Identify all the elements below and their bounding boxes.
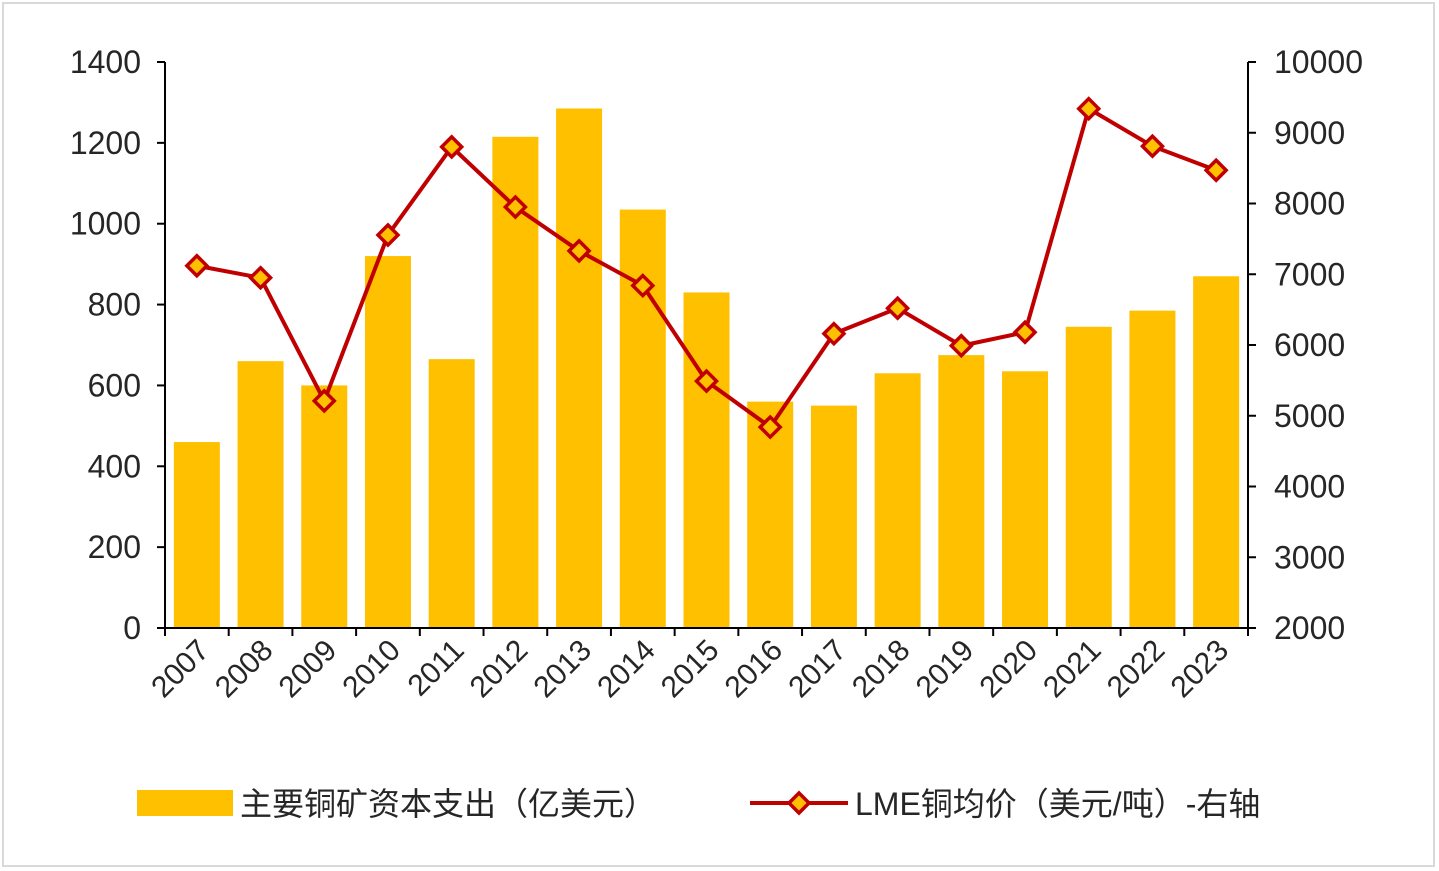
price-marker-2011 xyxy=(439,134,465,160)
x-tick-label: 2009 xyxy=(273,634,344,705)
price-marker-2016 xyxy=(757,414,783,440)
left-tick-label: 1200 xyxy=(70,125,141,161)
x-tick-label: 2011 xyxy=(402,634,471,703)
bar-2018 xyxy=(874,373,921,628)
price-marker-2012 xyxy=(502,194,528,220)
legend-bar-swatch xyxy=(137,790,233,816)
x-tick-label: 2022 xyxy=(1101,634,1172,705)
price-marker-2007 xyxy=(184,253,210,279)
right-tick-label: 3000 xyxy=(1274,539,1345,575)
price-marker-2022 xyxy=(1139,133,1165,159)
price-marker-2020 xyxy=(1012,319,1038,345)
right-tick-label: 6000 xyxy=(1274,327,1345,363)
right-tick-label: 10000 xyxy=(1274,44,1363,80)
price-marker-2014 xyxy=(630,273,656,299)
price-marker-2008 xyxy=(248,265,274,291)
legend: 主要铜矿资本支出（亿美元） LME铜均价（美元/吨）-右轴 xyxy=(137,786,1260,822)
bar-2017 xyxy=(810,405,857,628)
left-tick-label: 800 xyxy=(88,287,141,323)
bar-series xyxy=(173,108,1240,629)
x-tick-label: 2013 xyxy=(528,634,599,705)
price-marker-2018 xyxy=(885,295,911,321)
price-marker-2023 xyxy=(1203,157,1229,183)
right-tick-label: 2000 xyxy=(1274,610,1345,646)
x-tick-label: 2017 xyxy=(782,634,853,705)
x-tick-label: 2021 xyxy=(1037,634,1108,705)
bar-2008 xyxy=(237,361,284,628)
right-tick-label: 5000 xyxy=(1274,398,1345,434)
price-marker-2019 xyxy=(948,333,974,359)
left-tick-label: 400 xyxy=(88,448,141,484)
bar-2014 xyxy=(619,209,666,629)
left-tick-label: 0 xyxy=(123,610,141,646)
x-tick-label: 2008 xyxy=(209,634,280,705)
left-tick-label: 600 xyxy=(88,367,141,403)
x-tick-label: 2007 xyxy=(145,634,216,705)
price-marker-2021 xyxy=(1076,96,1102,122)
legend-marker-icon xyxy=(786,790,812,816)
right-tick-label: 8000 xyxy=(1274,186,1345,222)
right-tick-label: 7000 xyxy=(1274,256,1345,292)
left-tick-label: 1400 xyxy=(70,44,141,80)
price-marker-2013 xyxy=(566,238,592,264)
x-tick-label: 2019 xyxy=(910,634,981,705)
line-series xyxy=(184,96,1229,440)
price-marker-2015 xyxy=(694,368,719,394)
bar-2019 xyxy=(938,355,985,628)
x-tick-label: 2018 xyxy=(846,634,917,705)
bar-2020 xyxy=(1002,371,1049,628)
bar-2009 xyxy=(301,385,348,628)
bar-2023 xyxy=(1193,276,1240,628)
right-tick-label: 9000 xyxy=(1274,115,1345,151)
left-tick-label: 200 xyxy=(88,529,141,565)
price-marker-2009 xyxy=(311,388,337,414)
x-tick-label: 2010 xyxy=(336,634,407,705)
bar-2015 xyxy=(683,292,730,628)
bar-2010 xyxy=(364,256,411,628)
price-marker-2010 xyxy=(375,222,401,248)
x-tick-label: 2020 xyxy=(973,634,1044,705)
bar-2022 xyxy=(1129,310,1176,628)
x-tick-label: 2016 xyxy=(719,634,790,705)
left-tick-label: 1000 xyxy=(70,206,141,242)
right-tick-label: 4000 xyxy=(1274,469,1345,505)
bar-2021 xyxy=(1065,326,1112,628)
bar-2011 xyxy=(428,359,475,628)
bar-2007 xyxy=(173,442,220,628)
x-tick-label: 2023 xyxy=(1165,634,1236,705)
legend-line-label: LME铜均价（美元/吨）-右轴 xyxy=(855,786,1260,822)
price-marker-2017 xyxy=(821,321,847,347)
bar-2013 xyxy=(556,108,603,628)
x-tick-label: 2014 xyxy=(591,634,662,705)
x-tick-label: 2015 xyxy=(655,634,726,705)
x-tick-label: 2012 xyxy=(464,634,535,705)
legend-bar-label: 主要铜矿资本支出（亿美元） xyxy=(240,786,656,822)
